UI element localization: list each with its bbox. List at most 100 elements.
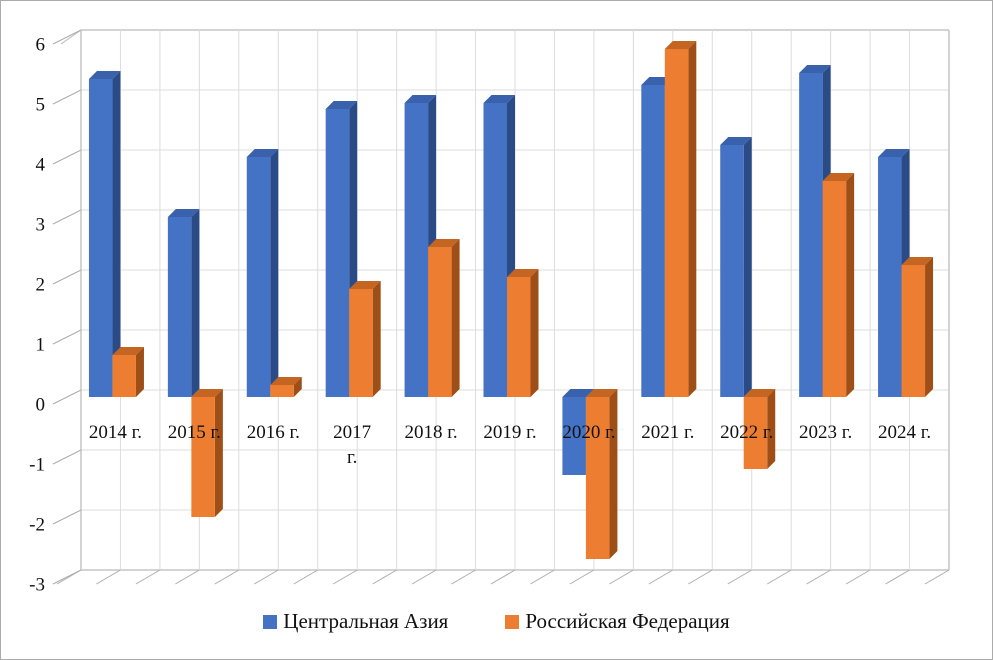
bar-ca-2021 (641, 85, 665, 397)
x-axis-label-2014: 2014 г. (89, 422, 142, 443)
bar-ca-2015 (167, 217, 192, 397)
bar-side-rf-2020 (609, 389, 618, 559)
bar-top-rf-2019 (507, 269, 539, 277)
bar-ca-2020 (562, 397, 586, 475)
y-axis-tick (52, 389, 82, 405)
y-axis-tick (52, 329, 82, 345)
bar-rf-2019 (507, 277, 531, 397)
x-axis-tick (411, 569, 437, 585)
x-axis-label-2020: 2020 г. (562, 422, 615, 443)
y-axis-label--1: -1 (29, 455, 45, 476)
bar-rf-2020 (585, 397, 610, 559)
corner-edge (60, 29, 82, 45)
bar-side-ca-2015 (191, 209, 200, 397)
x-axis-label-2016: 2016 г. (247, 422, 300, 443)
x-axis-label-2015: 2015 г. (168, 422, 221, 443)
bar-ca-2023 (799, 73, 823, 397)
bar-rf-2021 (664, 49, 689, 397)
bar-top-rf-2021 (664, 41, 697, 49)
bar-top-rf-2023 (822, 173, 855, 181)
legend-item-central-asia: Центральная Азия (263, 609, 448, 634)
x-axis-label-2023: 2023 г. (799, 422, 852, 443)
bar-rf-2023 (822, 181, 847, 397)
bar-rf-2015 (191, 397, 215, 517)
bar-rf-2018 (428, 247, 452, 397)
bar-rf-2014 (112, 355, 136, 397)
x-axis-tick (569, 569, 595, 585)
y-axis-label-4: 4 (36, 155, 46, 176)
x-axis-tick (451, 569, 476, 585)
x-axis-tick (293, 569, 318, 585)
x-axis-tick (766, 569, 792, 585)
bar-ca-2024 (878, 157, 902, 397)
bar-top-rf-2022 (743, 389, 776, 397)
bar-ca-2017 (325, 109, 350, 397)
x-axis-tick (254, 569, 279, 585)
bar-ca-2019 (483, 103, 507, 397)
y-axis-label-6: 6 (36, 35, 46, 56)
bar-side-rf-2016 (293, 377, 302, 397)
y-axis-tick (52, 89, 82, 105)
bar-side-rf-2014 (135, 347, 144, 397)
x-axis-label-2024: 2024 г. (878, 422, 931, 443)
x-axis-tick (609, 569, 634, 585)
x-axis-label-2017-line2: г. (347, 447, 357, 468)
x-axis-label-2018: 2018 г. (405, 422, 458, 443)
x-axis-label-2019: 2019 г. (483, 422, 536, 443)
legend-label-central-asia: Центральная Азия (283, 609, 449, 633)
y-axis-label-5: 5 (36, 95, 46, 116)
x-axis-label-2017: 2017 (333, 422, 371, 443)
y-axis-tick (52, 209, 82, 225)
x-axis-tick (332, 569, 358, 585)
x-axis-tick (530, 569, 555, 585)
x-axis-tick (214, 569, 240, 585)
y-axis-tick (52, 29, 82, 45)
x-axis-tick (688, 569, 713, 585)
bar-top-ca-2022 (720, 137, 752, 145)
y-axis-tick (52, 569, 82, 585)
bar-top-rf-2018 (428, 239, 460, 247)
bar-top-rf-2014 (112, 347, 144, 355)
y-axis-tick (52, 509, 82, 525)
bar-top-rf-2024 (901, 257, 934, 265)
bar-top-ca-2020 (562, 389, 594, 397)
bar-rf-2022 (743, 397, 768, 469)
y-axis-label-2: 2 (36, 275, 46, 296)
x-axis-tick (727, 569, 752, 585)
bar-top-rf-2020 (585, 389, 618, 397)
bar-top-rf-2016 (270, 377, 302, 385)
x-axis-tick (845, 569, 871, 585)
bar-top-ca-2016 (246, 149, 279, 157)
bar-side-rf-2017 (372, 281, 381, 397)
x-axis-tick (372, 569, 397, 585)
bar-ca-2018 (404, 103, 429, 397)
x-axis-tick (175, 569, 200, 585)
y-axis-label-0: 0 (36, 395, 46, 416)
bar-rf-2017 (349, 289, 373, 397)
bar-rf-2024 (901, 265, 926, 397)
x-axis-tick (885, 569, 910, 585)
y-axis-label-1: 1 (36, 335, 46, 356)
bar-ca-2014 (88, 79, 113, 397)
bar-top-ca-2018 (404, 95, 437, 103)
bar-top-ca-2023 (799, 65, 831, 73)
y-axis-label--3: -3 (29, 575, 45, 596)
y-axis-label--2: -2 (29, 515, 45, 536)
bar-side-rf-2022 (767, 389, 776, 469)
x-axis-tick (924, 569, 950, 585)
y-axis-tick (52, 149, 82, 165)
x-axis-tick (135, 569, 161, 585)
x-axis-tick (96, 569, 121, 585)
bar-top-ca-2017 (325, 101, 358, 109)
bar-top-rf-2017 (349, 281, 381, 289)
bar-ca-2016 (246, 157, 271, 397)
x-axis-tick (806, 569, 831, 585)
y-axis-tick (52, 449, 82, 465)
bar-top-ca-2014 (88, 71, 121, 79)
bar-rf-2016 (270, 385, 294, 397)
chart-legend: Центральная Азия Российская Федерация (1, 609, 992, 634)
bar-top-ca-2015 (167, 209, 200, 217)
bar-side-rf-2018 (451, 239, 460, 397)
